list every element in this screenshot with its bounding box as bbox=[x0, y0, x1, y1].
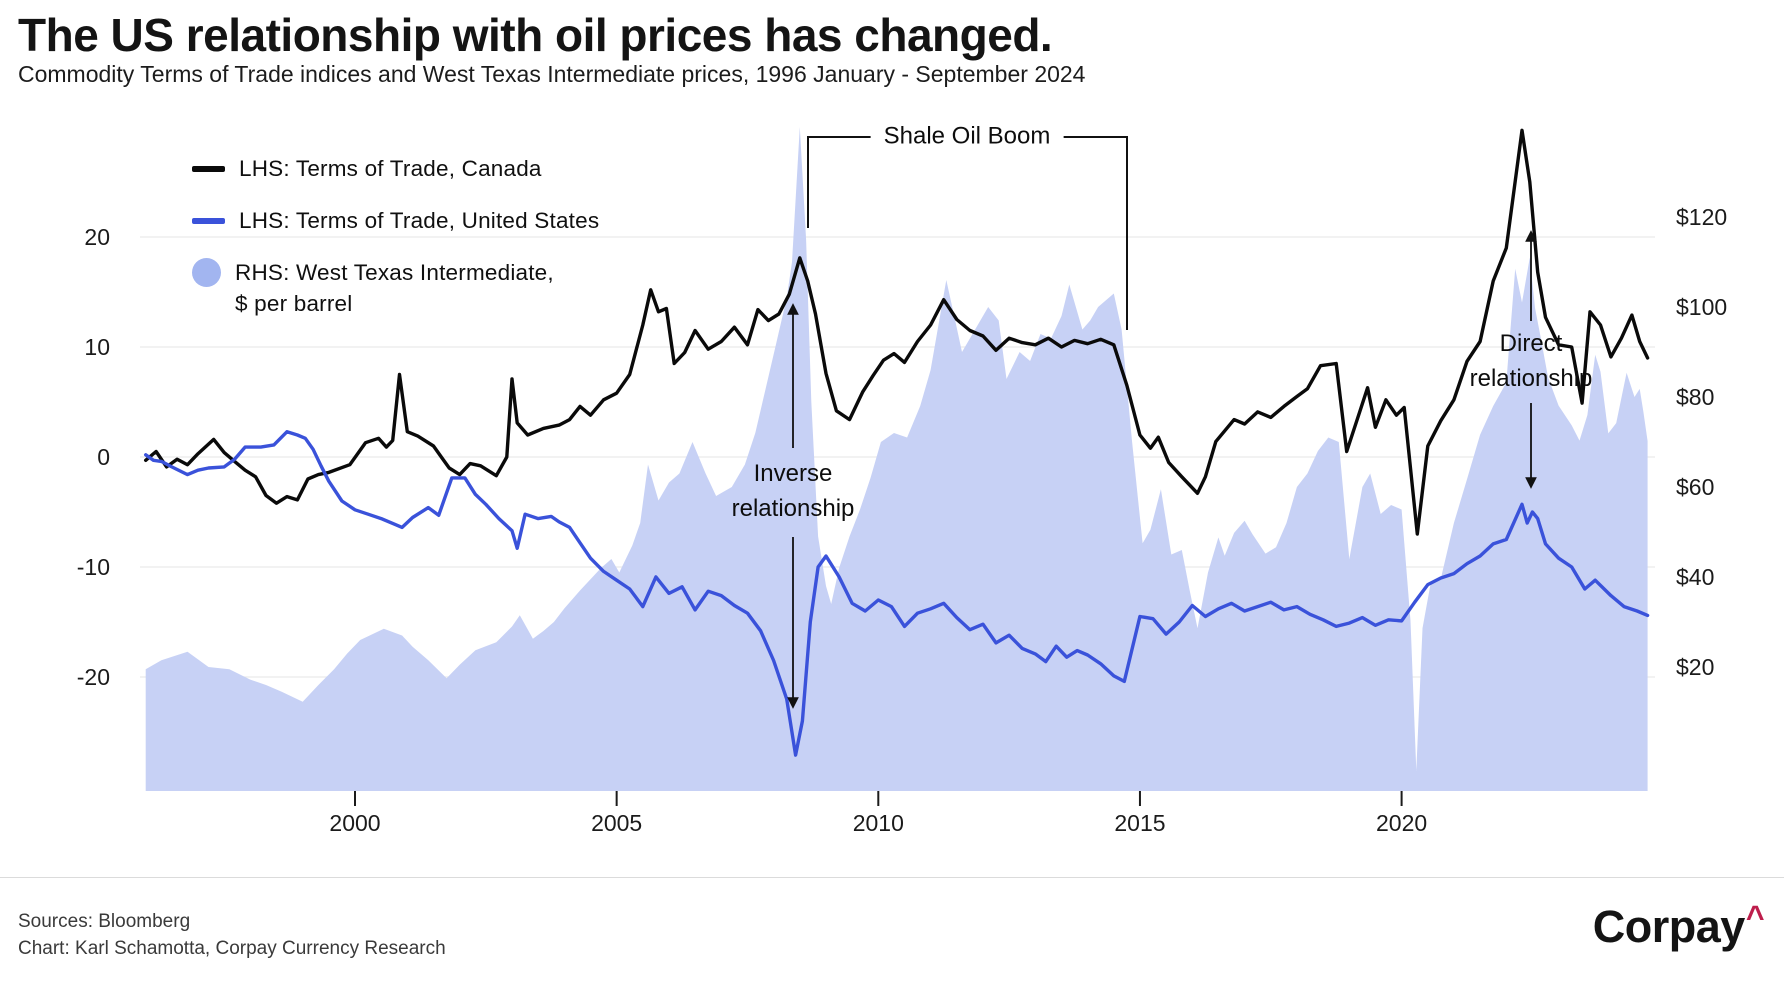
legend-label-wti: RHS: West Texas Intermediate, $ per barr… bbox=[235, 257, 554, 319]
us-line-swatch bbox=[192, 217, 225, 224]
annotation-direct-line1: Direct bbox=[1499, 330, 1563, 358]
right-axis-label: $60 bbox=[1676, 474, 1714, 500]
x-tick-label: 2020 bbox=[1376, 810, 1427, 836]
axes: 2000 2005 2010 2015 202020100-10-20$120$100$… bbox=[77, 204, 1727, 836]
legend-label-us: LHS: Terms of Trade, United States bbox=[239, 208, 600, 233]
left-axis-label: 10 bbox=[84, 334, 110, 360]
legend-label-wti-line1: RHS: West Texas Intermediate, bbox=[235, 260, 554, 285]
right-axis-label: $20 bbox=[1676, 654, 1714, 680]
right-axis-label: $80 bbox=[1676, 384, 1714, 410]
terms-of-trade-lines bbox=[144, 128, 1650, 757]
wti-area-path bbox=[145, 127, 1648, 791]
legend-item-wti: RHS: West Texas Intermediate, $ per barr… bbox=[192, 257, 599, 319]
corpay-logo: Corpay^ bbox=[1592, 899, 1765, 953]
us-line-path bbox=[144, 430, 1650, 757]
annotation-inverse-relationship: Inverse relationship bbox=[732, 457, 855, 527]
left-axis-label: 20 bbox=[84, 224, 110, 250]
right-axis-label: $40 bbox=[1676, 564, 1714, 590]
annotation-direct-relationship: Direct relationship bbox=[1470, 327, 1593, 397]
wti-area-series bbox=[145, 127, 1648, 791]
footer-sources: Sources: Bloomberg bbox=[18, 911, 191, 932]
x-tick-label: 2015 bbox=[1114, 810, 1165, 836]
x-tick-label: 2005 bbox=[591, 810, 642, 836]
annotation-shale-oil-boom: Shale Oil Boom bbox=[870, 119, 1064, 155]
wti-area-swatch bbox=[192, 258, 221, 287]
right-axis-label: $100 bbox=[1676, 294, 1727, 320]
legend-item-us: LHS: Terms of Trade, United States bbox=[192, 205, 599, 236]
annotation-inverse-line2: relationship bbox=[731, 495, 855, 522]
legend-label-wti-line2: $ per barrel bbox=[235, 291, 353, 316]
corpay-logo-caret-icon: ^ bbox=[1745, 899, 1765, 935]
page-subtitle: Commodity Terms of Trade indices and Wes… bbox=[18, 61, 1086, 87]
corpay-logo-text: Corpay bbox=[1592, 901, 1746, 952]
footer-credit: Chart: Karl Schamotta, Corpay Currency R… bbox=[18, 938, 446, 959]
shale-oil-boom-bracket bbox=[807, 136, 1128, 330]
annotation-direct-line2: relationship bbox=[1469, 365, 1593, 392]
canada-line-swatch bbox=[192, 165, 225, 172]
left-axis-label: 0 bbox=[97, 444, 110, 470]
canada-line-path bbox=[144, 128, 1650, 536]
x-tick-label: 2010 bbox=[853, 810, 904, 836]
footer-divider bbox=[0, 877, 1784, 878]
annotation-inverse-line1: Inverse bbox=[753, 460, 833, 488]
legend: LHS: Terms of Trade, Canada LHS: Terms o… bbox=[192, 153, 599, 340]
legend-label-canada: LHS: Terms of Trade, Canada bbox=[239, 156, 542, 181]
page-title: The US relationship with oil prices has … bbox=[18, 9, 1053, 61]
x-tick-label: 2000 bbox=[329, 810, 380, 836]
legend-item-canada: LHS: Terms of Trade, Canada bbox=[192, 153, 599, 184]
left-axis-label: -20 bbox=[77, 664, 110, 690]
right-axis-label: $120 bbox=[1676, 204, 1727, 230]
left-axis-label: -10 bbox=[77, 554, 110, 580]
